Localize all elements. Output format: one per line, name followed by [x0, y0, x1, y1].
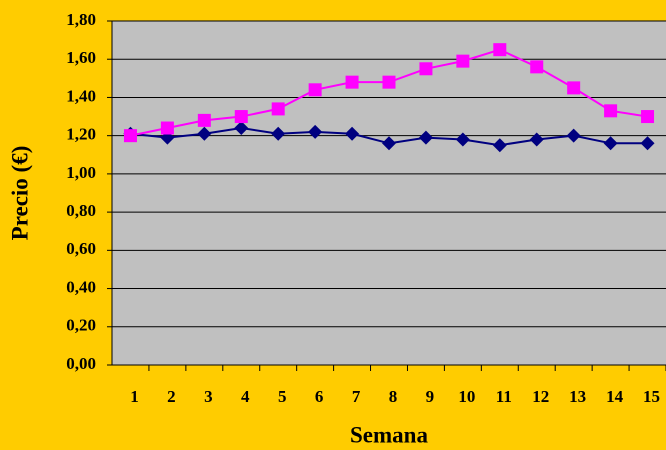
y-tick-label: 1,00 [66, 163, 96, 182]
marker [640, 136, 655, 151]
marker [493, 43, 507, 57]
y-tick-label: 1,80 [66, 10, 96, 29]
x-tick-label: 4 [241, 387, 250, 406]
marker [418, 130, 433, 145]
y-axis-title: Precio (€) [7, 146, 32, 241]
y-tick-label: 1,40 [66, 86, 96, 105]
marker [160, 121, 174, 135]
x-tick-label: 13 [569, 387, 586, 406]
marker [197, 113, 211, 127]
y-tick-label: 0,20 [66, 316, 96, 335]
x-tick-label: 8 [389, 387, 398, 406]
marker [345, 75, 359, 89]
marker [492, 138, 507, 153]
marker [234, 121, 249, 136]
plot-area [112, 21, 666, 365]
x-tick-label: 9 [426, 387, 435, 406]
marker [308, 83, 322, 97]
marker [271, 102, 285, 116]
marker [234, 110, 248, 124]
marker [641, 110, 655, 124]
y-tick-label: 0,60 [66, 239, 96, 258]
x-tick-label: 3 [204, 387, 213, 406]
x-tick-label: 14 [606, 387, 624, 406]
marker [604, 104, 618, 118]
marker [382, 136, 396, 151]
x-tick-label: 6 [315, 387, 324, 406]
marker [567, 81, 581, 95]
y-tick-label: 0,40 [66, 277, 96, 296]
y-tick-label: 0,00 [66, 354, 96, 373]
marker [382, 75, 396, 89]
marker [603, 136, 618, 151]
marker [271, 126, 286, 141]
x-tick-label: 5 [278, 387, 287, 406]
x-tick-label: 1 [130, 387, 139, 406]
marker [123, 129, 137, 143]
marker [529, 132, 544, 147]
y-tick-label: 1,60 [66, 48, 96, 67]
x-tick-label: 12 [532, 387, 549, 406]
marker [308, 124, 323, 139]
x-tick-label: 15 [643, 387, 660, 406]
x-tick-label: 10 [458, 387, 475, 406]
x-tick-label: 7 [352, 387, 361, 406]
marker [345, 126, 360, 141]
marker [419, 62, 433, 76]
marker [455, 132, 470, 147]
y-tick-label: 1,20 [66, 125, 96, 144]
x-tick-label: 11 [496, 387, 512, 406]
y-tick-label: 0,80 [66, 201, 96, 220]
x-axis-title: Semana [350, 422, 428, 447]
marker [456, 54, 470, 68]
marker [197, 126, 212, 141]
x-tick-label: 2 [167, 387, 176, 406]
marker [530, 60, 544, 74]
marker [566, 128, 581, 143]
